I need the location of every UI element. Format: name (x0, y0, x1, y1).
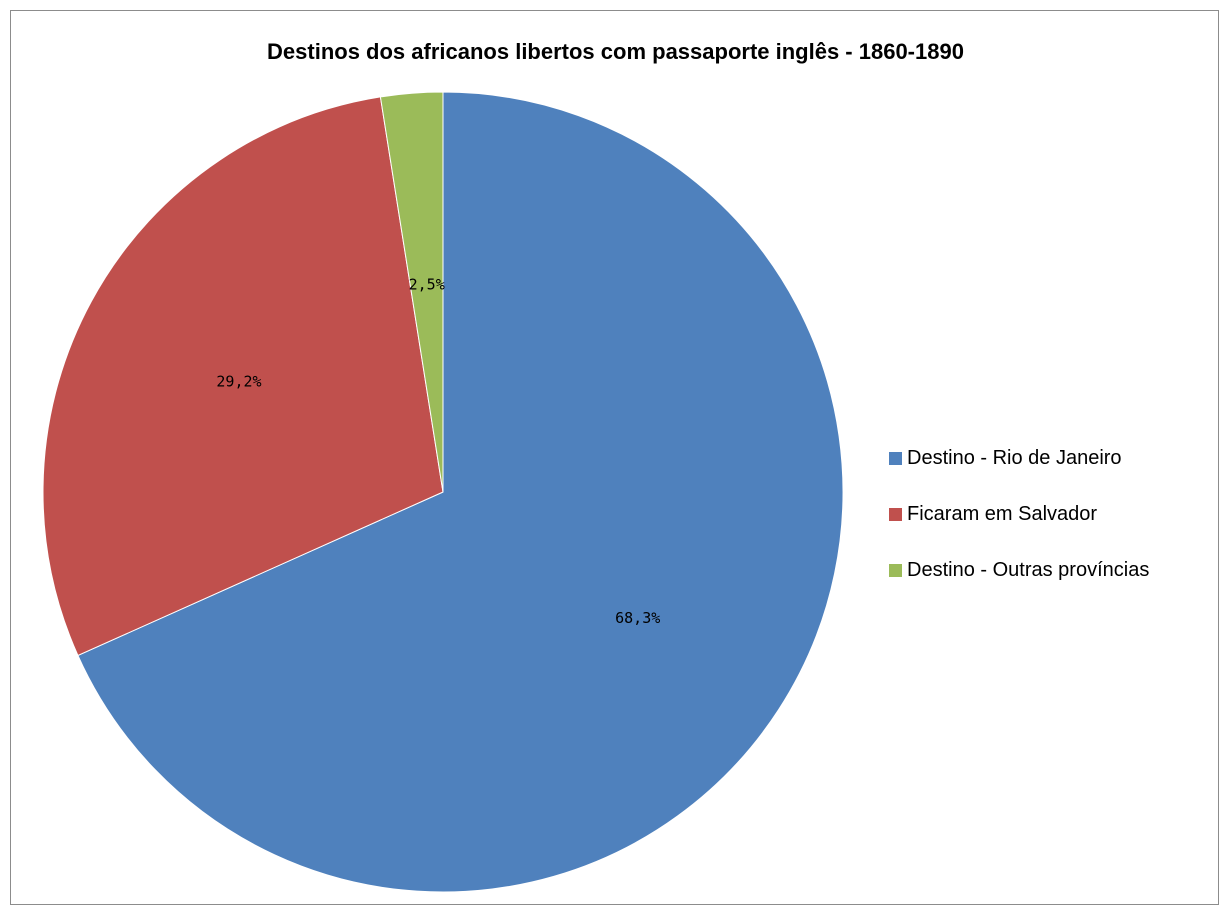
data-label-2: 29,2% (216, 373, 261, 391)
pie-slice-1 (77, 91, 844, 893)
legend-label: Destino - Rio de Janeiro (907, 447, 1122, 469)
legend-item-2: Ficaram em Salvador (889, 503, 1097, 526)
legend-swatch (889, 564, 902, 577)
pie-slice-2 (42, 96, 444, 657)
legend-swatch (889, 452, 902, 465)
data-label-3: 2,5% (409, 276, 445, 294)
legend-item-3: Destino - Outras províncias (889, 559, 1149, 582)
legend-label: Ficaram em Salvador (907, 503, 1098, 525)
chart-frame: Destinos dos africanos libertos com pass… (10, 10, 1219, 905)
pie-slice-3 (379, 91, 444, 493)
legend-item-1: Destino - Rio de Janeiro (889, 447, 1122, 470)
legend-swatch (889, 508, 902, 521)
data-label-1: 68,3% (615, 609, 660, 627)
chart-title: Destinos dos africanos libertos com pass… (267, 39, 964, 64)
pie-chart: 68,3% 29,2% 2,5% (42, 91, 844, 893)
legend-label: Destino - Outras províncias (907, 559, 1150, 581)
